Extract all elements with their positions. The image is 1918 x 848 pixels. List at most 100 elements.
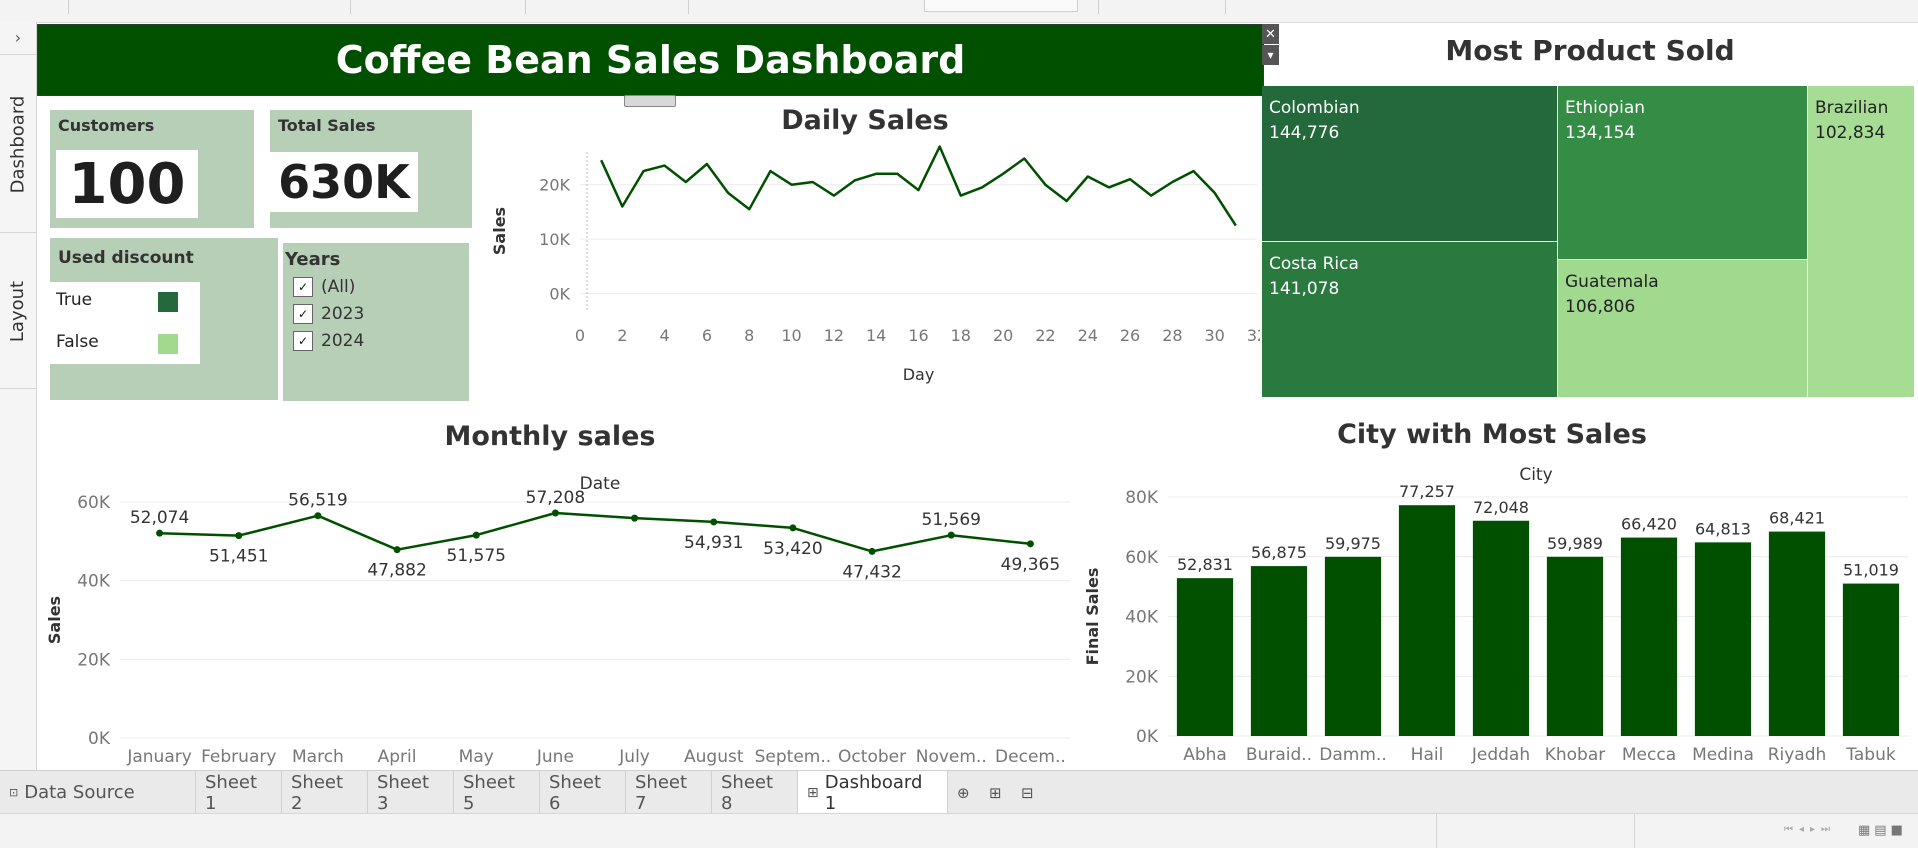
kpi-total-sales-label: Total Sales: [278, 116, 376, 135]
tab-sheet-3[interactable]: Sheet 3: [368, 771, 454, 814]
x-tick-label: Medina: [1692, 745, 1754, 765]
tab-sheet-8[interactable]: Sheet 8: [712, 771, 798, 814]
x-tick-label: 18: [951, 326, 971, 345]
legend-swatch-false[interactable]: [158, 334, 178, 354]
new-dashboard-icon[interactable]: ⊞: [989, 783, 1002, 802]
city-data-label: 56,875: [1251, 543, 1307, 562]
monthly-sales-line: [159, 511, 1031, 553]
years-option-label: (All): [321, 277, 356, 297]
toolbar-dropdown[interactable]: [924, 0, 1078, 12]
daily-sales-chart[interactable]: 0K10K20K02468101214161820222426283032Day…: [480, 140, 1260, 390]
new-story-icon[interactable]: ⊟: [1021, 783, 1034, 802]
treemap-cell-guatemala[interactable]: Guatemala 106,806: [1558, 260, 1808, 397]
x-tick-label: Decem..: [995, 747, 1066, 767]
city-bar: [1324, 556, 1382, 736]
years-option-2023[interactable]: ✓ 2023: [293, 304, 364, 324]
menu-caret-icon[interactable]: ▾: [1262, 45, 1279, 65]
treemap-cell-value: 141,078: [1269, 279, 1340, 299]
daily-sales-title: Daily Sales: [781, 105, 949, 136]
tab-sheet-2[interactable]: Sheet 2: [282, 771, 368, 814]
view-mode-icon[interactable]: ▦▤■: [1858, 823, 1907, 838]
toolbar-separator: [68, 0, 69, 14]
rail-tab-layout[interactable]: Layout: [0, 234, 36, 388]
monthly-data-label: 49,365: [1001, 555, 1060, 575]
years-option-all[interactable]: ✓ (All): [293, 277, 355, 297]
product-treemap[interactable]: Colombian 144,776 Costa Rica 141,078 Ethio…: [1262, 86, 1914, 397]
treemap-cell-costa-rica[interactable]: Costa Rica 141,078: [1262, 242, 1558, 397]
treemap-cell-value: 102,834: [1815, 123, 1886, 143]
monthly-point: [1026, 540, 1034, 548]
y-tick-label: 20K: [1125, 667, 1159, 687]
x-tick-label: February: [201, 747, 276, 767]
treemap-cell-name: Costa Rica: [1269, 254, 1359, 274]
new-sheet-icon[interactable]: ⊕: [957, 783, 970, 802]
city-data-label: 64,813: [1695, 519, 1751, 538]
tab-sheet-5[interactable]: Sheet 5: [454, 771, 540, 814]
sheet-navigation-icon[interactable]: ⏮◂▸⏭: [1784, 824, 1837, 835]
tab-label: Sheet 8: [721, 771, 774, 814]
x-tick-label: 28: [1162, 326, 1182, 345]
city-data-label: 59,975: [1325, 534, 1381, 553]
monthly-sales-title: Monthly sales: [444, 421, 656, 452]
drag-handle[interactable]: [624, 95, 676, 107]
status-divider: [1634, 814, 1635, 848]
tab-dashboard-1[interactable]: ⊞ Dashboard 1: [798, 771, 948, 814]
monthly-data-label: 47,432: [842, 562, 901, 582]
x-tick-label: Hail: [1411, 745, 1444, 765]
x-tick-label: May: [459, 747, 494, 767]
expand-chevron-icon[interactable]: ›: [14, 27, 22, 47]
monthly-data-label: 54,931: [684, 533, 743, 553]
city-data-label: 68,421: [1769, 509, 1825, 528]
x-tick-label: 6: [702, 326, 712, 345]
toolbar-separator: [525, 0, 526, 14]
y-tick-label: 60K: [1125, 548, 1159, 568]
x-tick-label: 26: [1120, 326, 1140, 345]
treemap-cell-value: 144,776: [1269, 123, 1340, 143]
y-axis-label: Sales: [45, 596, 64, 644]
rail-tab-dashboard[interactable]: Dashboard: [0, 56, 36, 232]
tab-label: Data Source: [24, 782, 135, 803]
years-option-2024[interactable]: ✓ 2024: [293, 331, 364, 351]
monthly-sales-chart[interactable]: 0K 20K 40K 60K Sales January February March Apri…: [40, 490, 1080, 770]
rail-tab-layout-label: Layout: [7, 280, 29, 342]
tab-data-source[interactable]: ⊡ Data Source: [0, 771, 196, 814]
monthly-point: [947, 531, 955, 539]
treemap-cell-brazilian[interactable]: Brazilian 102,834: [1808, 86, 1914, 397]
checkbox-checked-icon[interactable]: ✓: [293, 277, 313, 297]
x-tick-label: Septem..: [755, 747, 832, 767]
city-sales-chart[interactable]: 0K 20K 40K 60K 80K Final Sales 52,831 Abha 56,87…: [1080, 485, 1918, 770]
tab-label: Sheet 2: [291, 771, 344, 814]
dashboard-title-banner[interactable]: Coffee Bean Sales Dashboard: [37, 24, 1264, 96]
treemap-cell-colombian[interactable]: Colombian 144,776: [1262, 86, 1558, 242]
years-filter: Years ✓ (All) ✓ 2023 ✓ 2024: [283, 243, 469, 401]
x-tick-label: Khobar: [1545, 745, 1606, 765]
tab-sheet-6[interactable]: Sheet 6: [540, 771, 626, 814]
discount-legend-title: Used discount: [58, 248, 194, 268]
legend-swatch-true[interactable]: [158, 292, 178, 312]
treemap-cell-ethiopian[interactable]: Ethiopian 134,154: [1558, 86, 1808, 260]
monthly-data-label: 57,208: [526, 490, 585, 508]
treemap-cell-name: Brazilian: [1815, 98, 1889, 118]
x-tick-label: 32: [1247, 326, 1260, 345]
treemap-title: Most Product Sold: [1445, 34, 1735, 67]
top-toolbar: [0, 0, 1918, 23]
x-tick-label: Jeddah: [1471, 745, 1530, 765]
legend-item-true[interactable]: True: [56, 290, 93, 310]
checkbox-checked-icon[interactable]: ✓: [293, 304, 313, 324]
city-data-label: 72,048: [1473, 498, 1529, 517]
rail-tab-dashboard-label: Dashboard: [7, 95, 29, 193]
status-bar: ⏮◂▸⏭ ▦▤■: [0, 813, 1918, 848]
tab-sheet-7[interactable]: Sheet 7: [626, 771, 712, 814]
tab-sheet-1[interactable]: Sheet 1: [196, 771, 282, 814]
sheet-tab-bar: ⊡ Data Source Sheet 1 Sheet 2 Sheet 3 She…: [0, 770, 1918, 814]
monthly-point: [314, 512, 322, 520]
monthly-data-label: 56,519: [288, 491, 347, 511]
treemap-cell-value: 106,806: [1565, 297, 1636, 317]
tab-label: Sheet 3: [377, 771, 430, 814]
close-icon[interactable]: ✕: [1262, 24, 1279, 44]
legend-item-false[interactable]: False: [56, 332, 99, 352]
y-tick-label: 40K: [77, 572, 111, 592]
toolbar-separator: [688, 0, 689, 14]
city-bar: [1398, 505, 1456, 736]
checkbox-checked-icon[interactable]: ✓: [293, 331, 313, 351]
